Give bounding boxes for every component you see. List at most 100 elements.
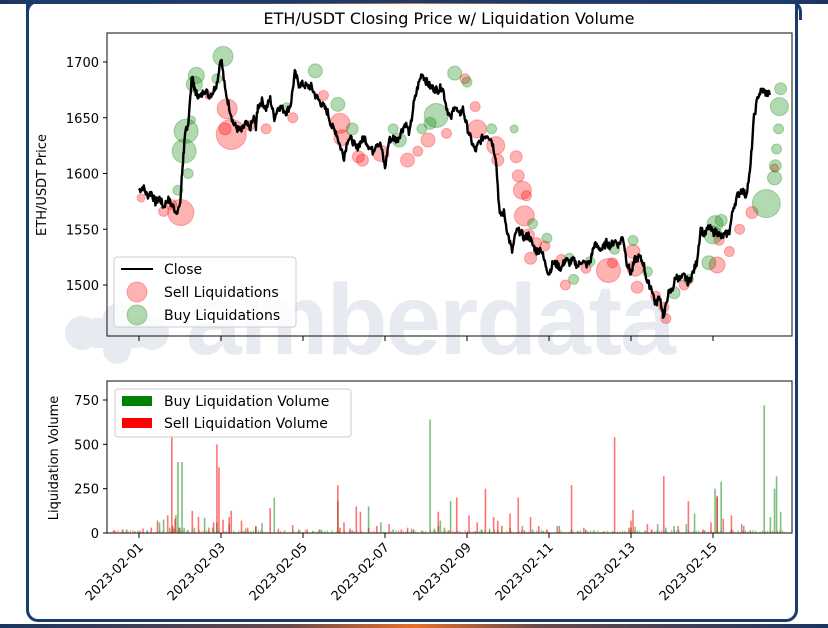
volume-bar: [149, 532, 151, 533]
volume-bar: [737, 529, 739, 533]
volume-bar: [759, 531, 761, 533]
volume-bar: [235, 532, 237, 533]
volume-bar: [639, 530, 641, 533]
liquidation-bubble: [260, 123, 272, 135]
volume-bar: [678, 529, 680, 533]
volume-bar: [250, 530, 252, 533]
volume-bar: [533, 531, 535, 533]
volume-bar: [716, 495, 718, 533]
x-tick-label: 2023-02-13: [575, 540, 639, 604]
volume-bar: [558, 525, 561, 533]
volume-bar: [218, 530, 220, 533]
volume-bar: [535, 530, 537, 533]
volume-bar: [538, 530, 540, 533]
volume-bar: [576, 531, 579, 533]
chart-title: ETH/USDT Closing Price w/ Liquidation Vo…: [264, 9, 635, 28]
volume-bar: [516, 532, 518, 533]
volume-bar: [240, 520, 243, 533]
volume-bar: [545, 530, 547, 533]
volume-bar: [406, 527, 409, 533]
liquidation-bubble: [568, 273, 580, 285]
volume-bar: [242, 531, 245, 533]
x-tick-label: 2023-02-11: [493, 540, 557, 604]
liquidation-bubble: [287, 112, 299, 124]
volume-bar: [168, 527, 171, 533]
volume-bar: [137, 530, 139, 533]
volume-bar: [501, 525, 503, 533]
volume-bar: [585, 529, 587, 533]
volume-bar: [150, 527, 153, 533]
volume-bar: [223, 531, 225, 533]
volume-bar: [580, 529, 582, 533]
x-tick-label: 2023-02-15: [657, 540, 721, 604]
volume-bar: [701, 529, 704, 533]
volume-bar: [693, 513, 696, 533]
volume-bar: [166, 515, 169, 533]
volume-bar: [476, 522, 479, 533]
volume-bar: [546, 529, 548, 533]
volume-bar: [240, 530, 242, 533]
volume-bar: [688, 530, 690, 533]
liquidation-bubble: [511, 169, 525, 183]
volume-bar: [764, 531, 766, 533]
volume-bar: [319, 530, 321, 533]
volume-bar: [562, 531, 564, 533]
volume-bar: [762, 530, 764, 533]
volume-x-ticks: 2023-02-01 2023-02-03 2023-02-05 2023-02-07…: [83, 533, 721, 604]
volume-bar: [443, 527, 446, 533]
volume-bar: [174, 518, 176, 533]
volume-bar: [193, 527, 196, 533]
volume-bar: [526, 531, 528, 533]
volume-bar: [585, 531, 587, 533]
liquidation-bubble: [420, 132, 436, 148]
volume-bar: [228, 517, 230, 533]
price-legend: Close Sell Liquidations Buy Liquidations: [113, 256, 297, 328]
volume-bar: [238, 530, 240, 533]
volume-bar: [676, 530, 678, 533]
volume-bar: [619, 531, 621, 533]
volume-bar: [184, 532, 186, 533]
volume-bar: [334, 532, 336, 533]
volume-bar: [464, 530, 466, 533]
volume-bar: [513, 532, 515, 533]
volume-bar: [230, 510, 233, 533]
card-frame: [26, 0, 798, 622]
volume-bar: [624, 530, 626, 533]
volume-bar: [422, 531, 424, 533]
volume-bar: [191, 510, 194, 533]
volume-bar: [634, 526, 636, 533]
volume-bar: [122, 529, 124, 533]
liquidation-bubble: [416, 123, 428, 135]
volume-bar: [677, 525, 679, 533]
volume-bar: [636, 530, 638, 533]
legend-buy-volume-swatch: [122, 396, 152, 406]
liquidation-bubble: [423, 116, 437, 130]
volume-bar: [343, 522, 345, 533]
volume-bar: [474, 531, 476, 533]
volume-bar: [521, 525, 524, 533]
volume-bar: [530, 532, 532, 533]
liquidation-bubble: [513, 205, 535, 227]
volume-bar: [492, 517, 495, 533]
volume-bar: [769, 517, 772, 533]
volume-bar: [710, 530, 712, 533]
liquidation-bubble: [541, 232, 553, 244]
volume-bar: [267, 532, 269, 533]
liquidation-bubble: [182, 168, 194, 179]
volume-bar: [383, 531, 385, 533]
volume-bar: [287, 532, 289, 533]
liquidation-bubble: [345, 122, 359, 136]
volume-bar: [273, 497, 276, 533]
volume-bar: [403, 531, 405, 533]
volume-bar: [455, 497, 458, 533]
volume-bar: [275, 532, 277, 533]
volume-bar: [197, 517, 200, 533]
volume-bar: [509, 513, 511, 533]
volume-bar: [388, 524, 390, 533]
volume-bar: [452, 530, 454, 533]
liquidation-bubble: [512, 180, 532, 200]
volume-bar: [653, 530, 655, 533]
volume-bar: [577, 530, 579, 533]
volume-bar: [531, 529, 534, 533]
volume-bar: [454, 531, 456, 533]
